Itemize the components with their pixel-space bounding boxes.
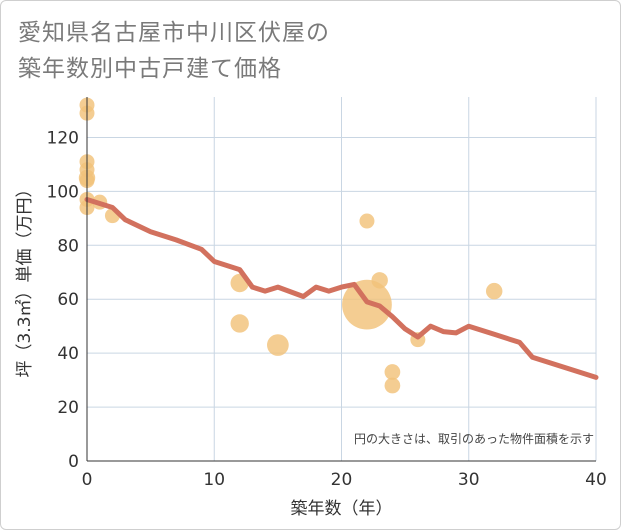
x-axis-label: 築年数（年） xyxy=(291,499,393,519)
y-tick-label-120: 120 xyxy=(47,128,79,148)
bubble-15 xyxy=(371,272,388,289)
bubble-12 xyxy=(267,334,289,356)
trend-line xyxy=(84,197,599,380)
y-tick-label-0: 0 xyxy=(68,452,79,472)
axes xyxy=(86,97,596,462)
y-tick-label-20: 20 xyxy=(57,398,79,418)
chart-title-line-1: 愛知県名古屋市中川区伏屋の xyxy=(18,20,330,46)
trend-line-series xyxy=(84,197,599,380)
y-tick-label-60: 60 xyxy=(57,290,79,310)
x-tick-label-20: 20 xyxy=(331,470,353,490)
bubble-17 xyxy=(384,377,401,394)
bubble-size-note: 円の大きさは、取引のあった物件面積を示す xyxy=(354,431,594,446)
x-tick-label-10: 10 xyxy=(203,470,225,490)
y-axis-label: 坪（3.3㎡）単価（万円） xyxy=(15,180,35,377)
y-tick-label-80: 80 xyxy=(57,236,79,256)
bubble-16 xyxy=(384,364,401,380)
bubble-11 xyxy=(230,314,249,333)
x-tick-label-30: 30 xyxy=(458,470,480,490)
x-tick-label-40: 40 xyxy=(585,470,607,490)
y-tick-label-40: 40 xyxy=(57,344,79,364)
x-tick-label-0: 0 xyxy=(82,470,93,490)
bubble-14 xyxy=(342,279,392,330)
tick-labels: 0 10 20 30 40 0 20 40 60 80 100 120 xyxy=(47,128,607,490)
chart-title: 愛知県名古屋市中川区伏屋の 築年数別中古戸建て価格 xyxy=(18,15,330,87)
y-tick-label-100: 100 xyxy=(47,182,79,202)
bubble-19 xyxy=(485,282,503,300)
bubble-13 xyxy=(359,213,375,229)
grid-lines xyxy=(87,97,597,461)
chart-title-line-2: 築年数別中古戸建て価格 xyxy=(18,56,282,82)
